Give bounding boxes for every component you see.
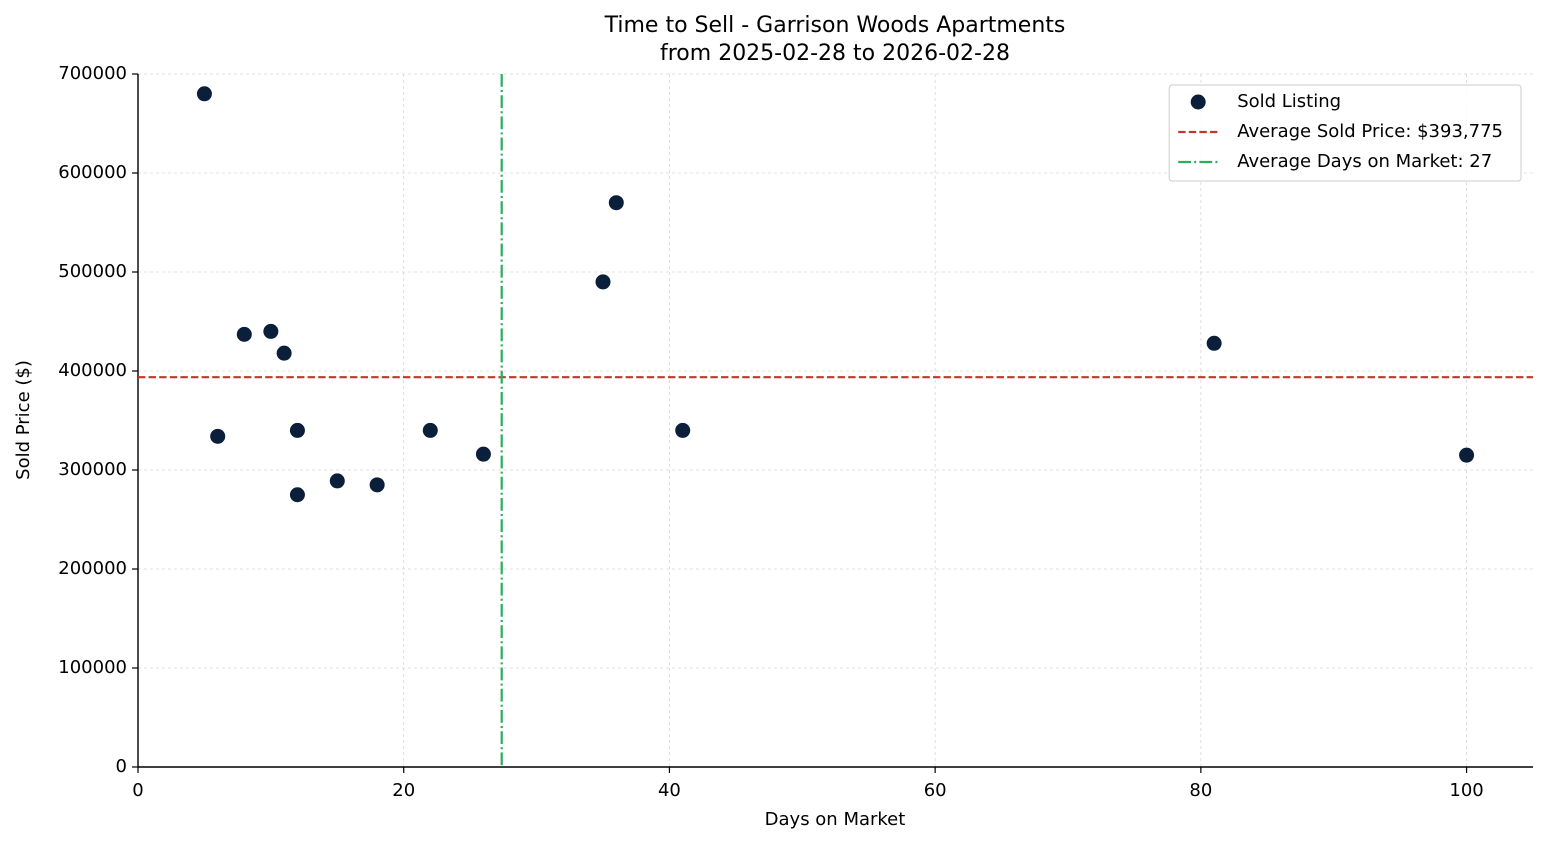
y-tick-label: 500000 [58, 261, 127, 282]
legend-label: Sold Listing [1237, 91, 1341, 112]
chart-subtitle: from 2025-02-28 to 2026-02-28 [660, 41, 1010, 66]
x-tick-label: 60 [924, 780, 947, 801]
x-tick-label: 0 [132, 780, 143, 801]
data-point [608, 195, 624, 211]
data-point [369, 477, 385, 493]
data-point [263, 323, 279, 339]
y-tick-label: 100000 [58, 657, 127, 678]
y-tick-label: 700000 [58, 63, 127, 84]
data-point [675, 422, 691, 438]
x-tick-label: 100 [1449, 780, 1483, 801]
legend-marker [1190, 94, 1206, 110]
data-point [289, 422, 305, 438]
chart-title: Time to Sell - Garrison Woods Apartments [604, 13, 1066, 38]
x-axis-label: Days on Market [765, 809, 906, 830]
y-tick-label: 0 [116, 756, 127, 777]
data-point [289, 487, 305, 503]
legend [1168, 84, 1522, 182]
data-point [595, 274, 611, 290]
y-tick-label: 400000 [58, 360, 127, 381]
y-tick-label: 600000 [58, 162, 127, 183]
data-point [1459, 447, 1475, 463]
data-point [329, 473, 345, 489]
data-point [236, 326, 252, 342]
x-tick-label: 20 [392, 780, 415, 801]
data-point [475, 446, 491, 462]
data-point [422, 422, 438, 438]
data-point [196, 86, 212, 102]
data-point [1206, 335, 1222, 351]
y-axis-label: Sold Price ($) [13, 360, 34, 480]
legend-label: Average Days on Market: 27 [1237, 151, 1492, 172]
x-tick-label: 40 [658, 780, 681, 801]
y-tick-label: 300000 [58, 459, 127, 480]
y-tick-label: 200000 [58, 558, 127, 579]
x-tick-label: 80 [1189, 780, 1212, 801]
data-point [210, 428, 226, 444]
data-point [276, 345, 292, 361]
legend-label: Average Sold Price: $393,775 [1237, 121, 1503, 142]
